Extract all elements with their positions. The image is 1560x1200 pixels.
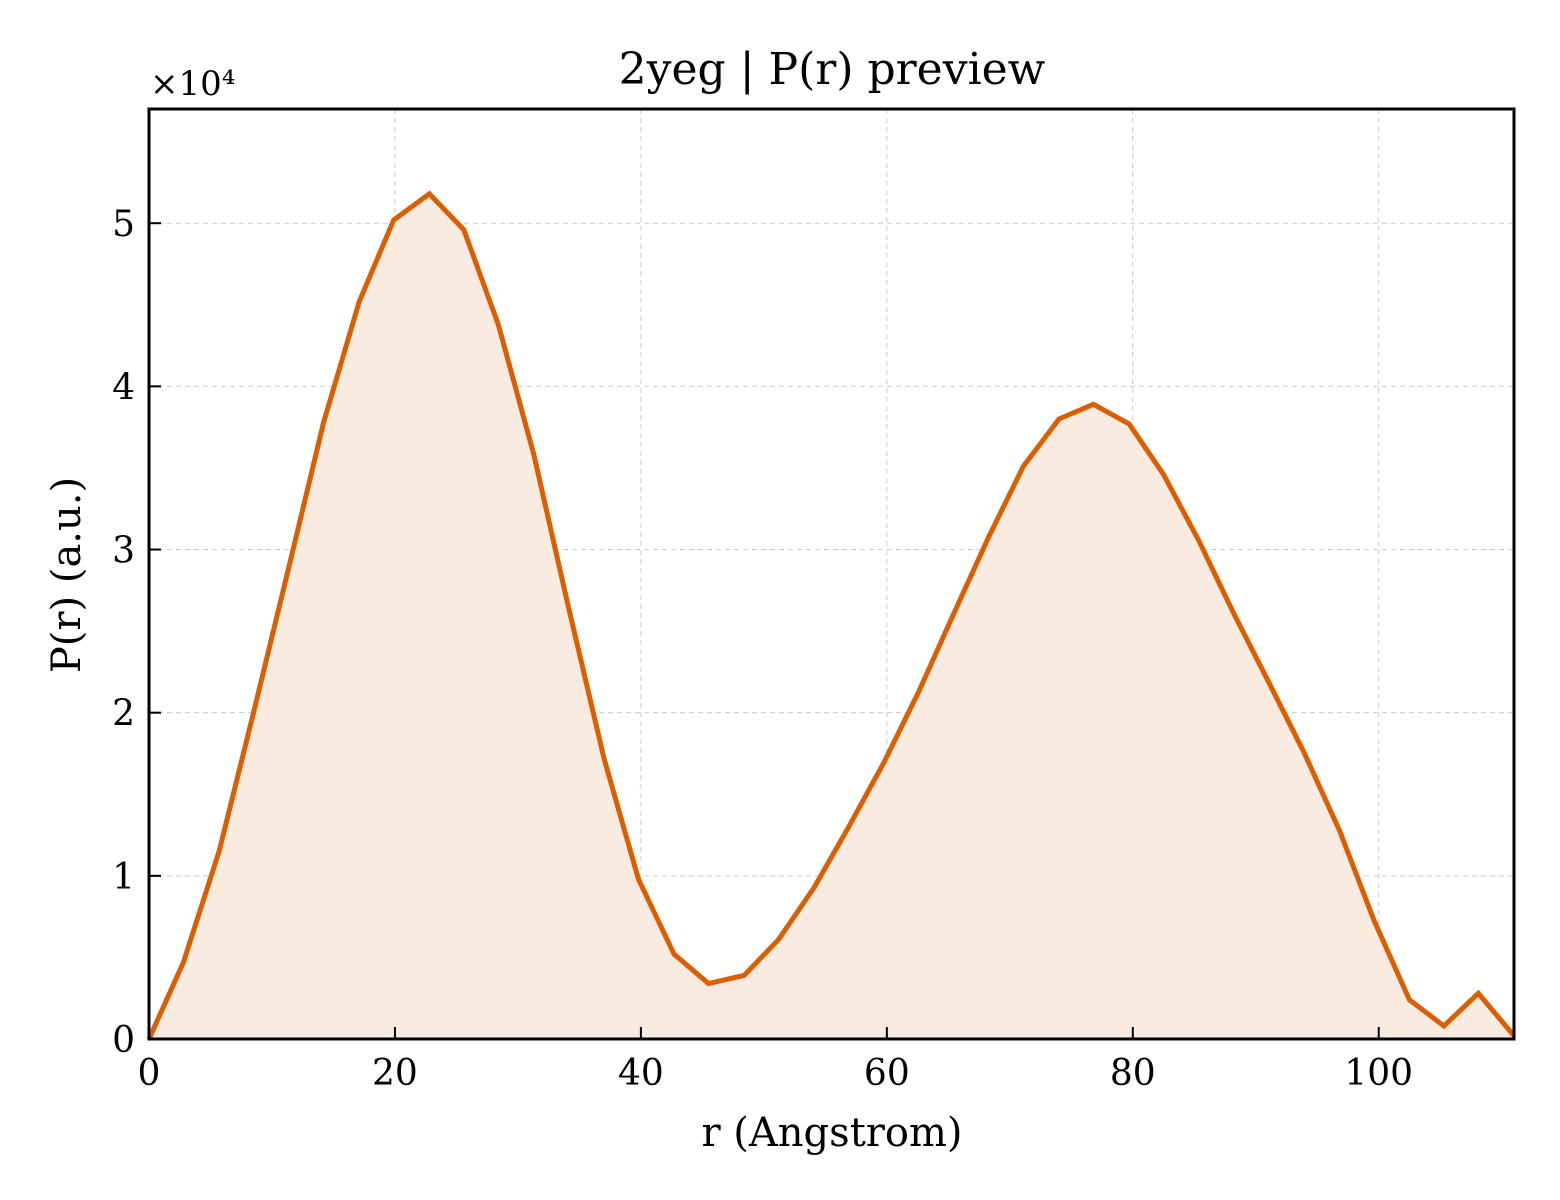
- y-tick-label: 2: [112, 694, 135, 735]
- data-point: [636, 877, 641, 882]
- data-point: [496, 322, 501, 327]
- y-tick-label: 3: [112, 531, 135, 572]
- data-point: [1441, 1023, 1446, 1028]
- data-point: [251, 710, 256, 715]
- data-point: [916, 689, 921, 694]
- x-tick-label: 20: [372, 1053, 418, 1094]
- data-point: [986, 534, 991, 539]
- data-point: [1337, 828, 1342, 833]
- data-point: [1127, 421, 1132, 426]
- data-point: [1407, 997, 1412, 1002]
- data-point: [706, 981, 711, 986]
- data-point: [461, 227, 466, 232]
- data-point: [602, 756, 607, 761]
- data-point: [1231, 611, 1236, 616]
- x-axis-label: r (Angstrom): [701, 1110, 962, 1156]
- plot-frame: [147, 107, 1516, 1041]
- area-fill: [149, 193, 1514, 1040]
- y-tick-label: 5: [112, 204, 135, 245]
- data-point: [1021, 464, 1026, 469]
- y-tick-label: 0: [112, 1020, 135, 1061]
- data-line: [146, 190, 1516, 1041]
- data-point: [1267, 681, 1272, 686]
- x-tick-label: 80: [1110, 1053, 1156, 1094]
- data-point: [566, 604, 571, 609]
- data-point: [321, 420, 326, 425]
- data-point: [882, 759, 887, 764]
- data-point: [776, 937, 781, 942]
- x-tick-label: 60: [864, 1053, 910, 1094]
- data-point: [1371, 917, 1376, 922]
- x-tick-label: 40: [618, 1053, 664, 1094]
- y-tick-label: 4: [112, 367, 135, 408]
- data-point: [846, 824, 851, 829]
- data-point: [672, 952, 677, 957]
- data-point: [357, 299, 362, 304]
- data-point: [531, 452, 536, 457]
- data-point: [951, 612, 956, 617]
- data-point: [742, 973, 747, 978]
- data-point: [1091, 402, 1096, 407]
- x-tick-label: 0: [138, 1053, 161, 1094]
- y-axis-label: P(r) (a.u.): [44, 477, 90, 673]
- data-point: [812, 885, 817, 890]
- chart-title: 2yeg | P(r) preview: [619, 44, 1046, 95]
- data-point: [181, 960, 186, 965]
- data-point: [1301, 749, 1306, 754]
- data-point: [1197, 539, 1202, 544]
- y-multiplier: ×10⁴: [150, 64, 235, 104]
- data-point: [391, 217, 396, 222]
- data-point: [1476, 991, 1481, 996]
- data-point: [427, 191, 432, 196]
- x-tick-label: 100: [1344, 1053, 1413, 1094]
- data-point: [1057, 417, 1062, 422]
- data-point: [287, 563, 292, 568]
- data-point: [217, 849, 222, 854]
- axis-ticks: 0 20 40 60 80 100 0 1 2 3 4 5: [112, 204, 1413, 1094]
- data-point: [1161, 472, 1166, 477]
- y-tick-label: 1: [112, 857, 135, 898]
